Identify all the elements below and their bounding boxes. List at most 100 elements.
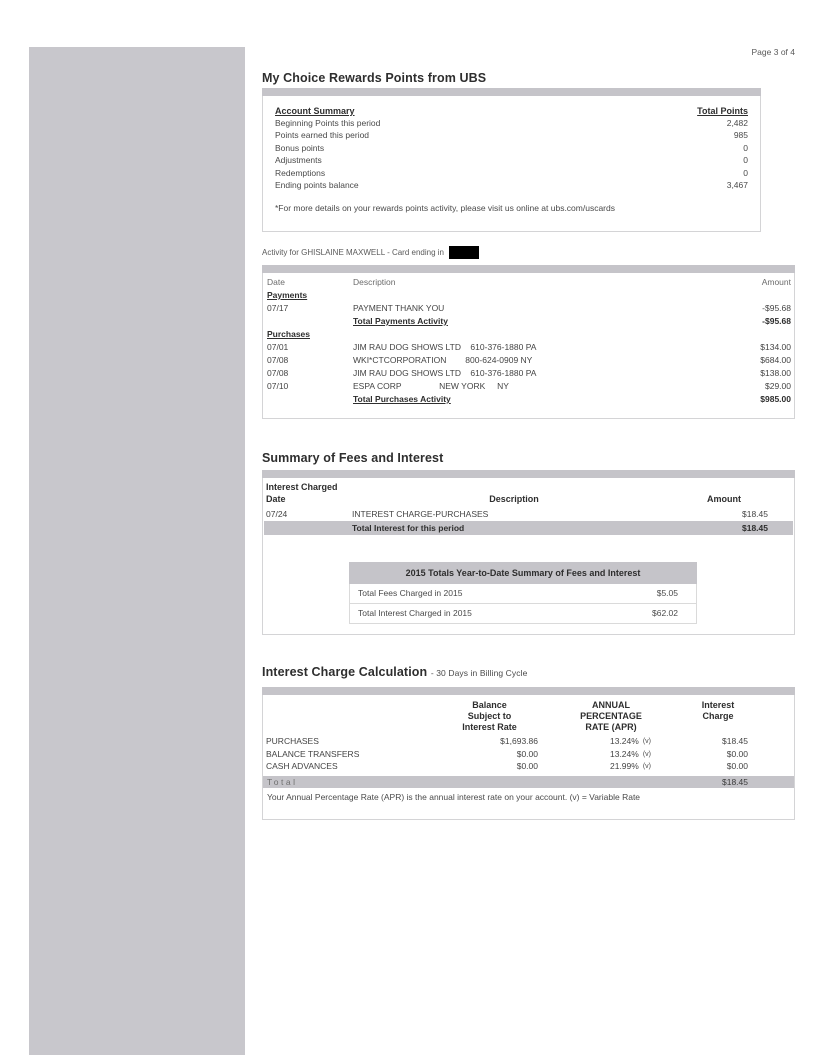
calc-row-interest: $18.45	[722, 736, 748, 746]
rewards-row-label: Adjustments	[275, 155, 322, 166]
page-number: Page 3 of 4	[751, 47, 795, 57]
rewards-section-title: My Choice Rewards Points from UBS	[262, 71, 487, 85]
payment-description: PAYMENT THANK YOU	[353, 303, 445, 313]
rewards-row: Points earned this period 985	[275, 129, 748, 141]
purchases-section-header: Purchases	[267, 329, 310, 339]
ytd-row: Total Interest Charged in 2015 $62.02	[349, 604, 697, 624]
calc-row-apr: 13.24%	[609, 736, 639, 746]
amount-column-header: Amount	[707, 494, 741, 504]
interest-charged-date-header: Interest Charged Date	[266, 482, 338, 504]
calc-column-headers: Balance Subject to Interest Rate ANNUAL …	[263, 700, 794, 733]
payment-amount: -$95.68	[762, 303, 791, 313]
fees-section-title: Summary of Fees and Interest	[262, 451, 444, 465]
fees-column-headers: Interest Charged Date Description Amount	[264, 482, 793, 505]
table-header-bar	[262, 88, 761, 96]
calc-row-balance: $1,693.86	[500, 736, 538, 746]
rewards-row-label: Points earned this period	[275, 130, 370, 141]
interest-total-amount: $18.45	[742, 523, 768, 533]
purchase-description: ESPA CORP NEW YORK NY	[353, 381, 509, 391]
interest-column-header: Interest Charge	[701, 700, 735, 721]
table-header-bar	[262, 687, 795, 695]
amount-column-header: Amount	[761, 277, 791, 287]
ytd-row-label: Total Fees Charged in 2015	[358, 588, 463, 598]
payment-date: 07/17	[267, 303, 289, 313]
calc-row-apr: 21.99%	[609, 761, 639, 771]
ytd-row-value: $5.05	[656, 588, 678, 598]
calc-section-title: Interest Charge Calculation - 30 Days in…	[262, 665, 527, 679]
rewards-row-value: 0	[743, 155, 748, 166]
calc-row-cash-advances: CASH ADVANCES $0.00 21.99% (v) $0.00	[263, 761, 794, 774]
calc-row-balance-transfers: BALANCE TRANSFERS $0.00 13.24% (v) $0.00	[263, 749, 794, 762]
rewards-row-label: Beginning Points this period	[275, 118, 381, 128]
variable-rate-marker: (v)	[642, 738, 651, 745]
rewards-row-label: Redemptions	[275, 167, 326, 178]
purchase-description: WKI*CTCORPORATION 800-624-0909 NY	[353, 355, 533, 365]
calc-row-interest: $0.00	[726, 761, 748, 771]
table-header-bar	[262, 470, 795, 478]
ytd-row-value: $62.02	[652, 608, 678, 618]
ytd-row-label: Total Interest Charged in 2015	[358, 608, 472, 618]
interest-total-row: Total Interest for this period $18.45	[264, 521, 793, 535]
purchase-amount: $29.00	[765, 381, 791, 391]
purchases-total-row: Total Purchases Activity $985.00	[265, 393, 792, 406]
rewards-row: Ending points balance 3,467	[275, 179, 748, 191]
rewards-summary-table: Account Summary Total Points Beginning P…	[262, 88, 761, 232]
calc-row-interest: $0.00	[726, 748, 748, 759]
calc-row-purchases: PURCHASES $1,693.86 13.24% (v) $18.45	[263, 736, 794, 749]
rewards-row-value: 0	[743, 142, 748, 153]
rewards-row: Bonus points 0	[275, 142, 748, 154]
interest-charge-row: 07/24 INTEREST CHARGE-PURCHASES $18.45	[264, 508, 793, 520]
rewards-footnote: *For more details on your rewards points…	[275, 203, 615, 214]
apr-column-header: ANNUAL PERCENTAGE RATE (APR)	[580, 700, 642, 732]
ytd-summary-title: 2015 Totals Year-to-Date Summary of Fees…	[349, 562, 697, 584]
payments-total-amount: -$95.68	[762, 316, 791, 326]
interest-charge-description: INTEREST CHARGE-PURCHASES	[352, 509, 489, 519]
purchase-description: JIM RAU DOG SHOWS LTD 610-376-1880 PA	[353, 342, 537, 352]
total-points-header: Total Points	[697, 106, 748, 116]
ytd-row: Total Fees Charged in 2015 $5.05	[349, 584, 697, 604]
rewards-row-value: 0	[743, 167, 748, 178]
purchase-row: 07/10 ESPA CORP NEW YORK NY $29.00	[265, 380, 792, 393]
description-column-header: Description	[353, 277, 396, 287]
apr-footnote: Your Annual Percentage Rate (APR) is the…	[267, 791, 641, 802]
purchase-row: 07/01 JIM RAU DOG SHOWS LTD 610-376-1880…	[265, 341, 792, 354]
purchase-date: 07/08	[267, 355, 289, 365]
rewards-row: Beginning Points this period 2,482	[275, 117, 748, 129]
purchase-row: 07/08 JIM RAU DOG SHOWS LTD 610-376-1880…	[265, 367, 792, 380]
interest-calc-table: Balance Subject to Interest Rate ANNUAL …	[262, 687, 795, 820]
interest-charge-date: 07/24	[266, 509, 288, 519]
table-header-bar	[262, 265, 795, 273]
account-summary-header: Account Summary	[275, 106, 355, 116]
calc-row-balance: $0.00	[516, 748, 538, 759]
calc-total-row: Total $18.45	[263, 775, 794, 788]
variable-rate-marker: (v)	[642, 750, 651, 758]
fees-table: Interest Charged Date Description Amount…	[262, 470, 795, 635]
date-column-header: Date	[267, 277, 285, 287]
payment-row: 07/17 PAYMENT THANK YOU -$95.68	[265, 302, 792, 315]
card-number-redaction	[449, 246, 479, 259]
purchase-description: JIM RAU DOG SHOWS LTD 610-376-1880 PA	[353, 368, 537, 378]
purchase-amount: $684.00	[760, 355, 791, 365]
calc-row-label: PURCHASES	[266, 736, 319, 746]
rewards-row: Redemptions 0	[275, 167, 748, 179]
rewards-row-value: 3,467	[726, 180, 748, 191]
calc-row-apr: 13.24%	[609, 748, 639, 759]
left-redaction-panel	[29, 47, 245, 1055]
calc-title-text: Interest Charge Calculation	[262, 665, 428, 679]
purchase-amount: $134.00	[760, 342, 791, 352]
calc-row-label: BALANCE TRANSFERS	[266, 748, 360, 759]
variable-rate-marker: (v)	[642, 763, 651, 770]
activity-table: Date Description Amount Payments 07/17 P…	[262, 265, 795, 419]
purchases-total-label: Total Purchases Activity	[353, 394, 451, 404]
ytd-summary-box: 2015 Totals Year-to-Date Summary of Fees…	[349, 562, 697, 624]
calc-row-balance: $0.00	[516, 761, 538, 771]
rewards-summary-header-row: Account Summary Total Points	[275, 106, 748, 116]
rewards-row: Adjustments 0	[275, 154, 748, 166]
rewards-row-label: Ending points balance	[275, 180, 359, 191]
activity-caption-text: Activity for GHISLAINE MAXWELL - Card en…	[262, 248, 444, 257]
purchase-date: 07/08	[267, 368, 289, 378]
rewards-row-label: Bonus points	[275, 142, 325, 153]
calc-total-label: Total	[267, 776, 298, 787]
calc-total-amount: $18.45	[722, 776, 748, 787]
purchases-total-amount: $985.00	[760, 394, 791, 404]
